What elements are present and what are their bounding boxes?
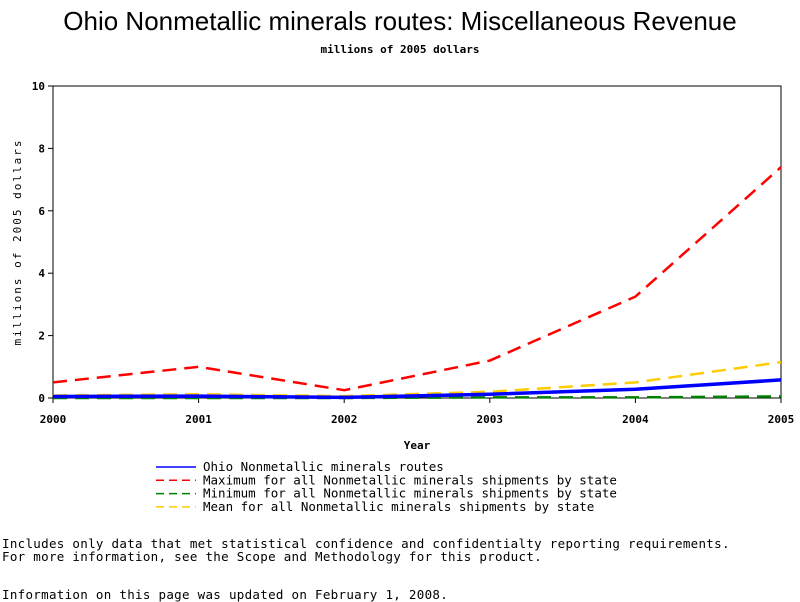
y-axis-title: millions of 2005 dollars [11, 139, 24, 346]
x-tick-label: 2002 [331, 413, 358, 426]
x-tick-label: 2000 [40, 413, 67, 426]
x-tick-label: 2003 [477, 413, 504, 426]
footnote-updated: Information on this page was updated on … [2, 587, 449, 602]
line-chart: 0 2 4 6 8 10 2000 2001 2002 2003 2004 2005 Year milli… [11, 80, 795, 514]
x-tick-label: 2004 [622, 413, 649, 426]
legend-label: Maximum for all Nonmetallic minerals shi… [203, 472, 617, 487]
y-tick-label: 0 [38, 392, 45, 405]
series-line-1 [52, 166, 782, 392]
y-tick-label: 10 [32, 80, 45, 93]
x-tick-label: 2001 [185, 413, 212, 426]
y-tick-label: 8 [38, 142, 45, 155]
y-tick-label: 2 [38, 330, 45, 343]
legend-label: Ohio Nonmetallic minerals routes [203, 459, 444, 474]
series-line-0 [52, 378, 782, 400]
legend-label: Mean for all Nonmetallic minerals shipme… [203, 499, 594, 514]
footnote-confidence: Includes only data that met statistical … [2, 536, 730, 551]
chart-subtitle: millions of 2005 dollars [320, 43, 480, 56]
x-axis-title: Year [404, 439, 431, 452]
chart-title: Ohio Nonmetallic minerals routes: Miscel… [63, 6, 737, 36]
y-tick-label: 6 [38, 205, 45, 218]
footnote-methodology: For more information, see the Scope and … [2, 549, 542, 564]
legend-label: Minimum for all Nonmetallic minerals shi… [203, 486, 617, 501]
series-line-3 [52, 360, 782, 398]
x-tick-label: 2005 [768, 413, 795, 426]
series-line-2 [53, 395, 782, 400]
plot-frame [52, 85, 782, 399]
y-tick-label: 4 [38, 267, 45, 280]
